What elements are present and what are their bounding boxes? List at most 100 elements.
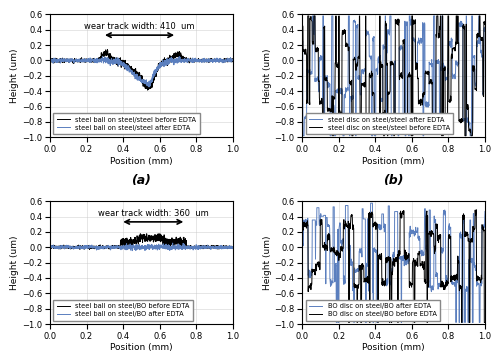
steel ball on steel/steel before EDTA [68, 59, 74, 63]
steel disc on steel/steel after EDTA [299, 40, 305, 44]
steel ball on steel/BO before EDTA [128, 240, 134, 244]
Legend: steel ball on steel/BO before EDTA, steel ball on steel/BO after EDTA: steel ball on steel/BO before EDTA, stee… [54, 300, 193, 321]
steel ball on steel/BO after EDTA [68, 244, 74, 249]
steel ball on steel/steel after EDTA [128, 71, 134, 75]
steel ball on steel/steel before EDTA [230, 57, 236, 61]
steel disc on steel/steel before EDTA [406, 72, 412, 76]
steel disc on steel/steel before EDTA [482, 19, 488, 23]
BO disc on steel/BO after EDTA [299, 247, 305, 251]
steel disc on steel/steel after EDTA [406, 134, 412, 138]
steel ball on steel/BO after EDTA [151, 245, 157, 249]
steel ball on steel/BO after EDTA [128, 246, 134, 250]
steel ball on steel/BO before EDTA [124, 242, 130, 247]
steel ball on steel/BO after EDTA [230, 244, 236, 249]
steel disc on steel/steel before EDTA [410, 22, 416, 26]
BO disc on steel/BO after EDTA [406, 257, 412, 261]
BO disc on steel/BO before EDTA [416, 251, 422, 256]
steel disc on steel/steel after EDTA [311, 32, 317, 37]
steel ball on steel/steel after EDTA [68, 59, 74, 63]
steel ball on steel/BO before EDTA [47, 246, 53, 250]
Line: steel ball on steel/steel after EDTA: steel ball on steel/steel after EDTA [50, 57, 233, 87]
steel ball on steel/BO before EDTA [68, 244, 74, 249]
BO disc on steel/BO before EDTA [406, 254, 411, 258]
BO disc on steel/BO before EDTA [310, 269, 316, 274]
steel ball on steel/BO before EDTA [156, 231, 162, 236]
steel ball on steel/steel after EDTA [47, 59, 53, 64]
steel ball on steel/steel before EDTA [128, 66, 134, 71]
steel disc on steel/steel before EDTA [310, 42, 316, 46]
Text: (a): (a) [132, 174, 152, 187]
BO disc on steel/BO before EDTA [482, 320, 488, 325]
steel ball on steel/BO after EDTA [132, 245, 138, 249]
steel ball on steel/steel after EDTA [152, 71, 158, 75]
BO disc on steel/BO before EDTA [299, 229, 305, 233]
Text: wear track width: 410  um: wear track width: 410 um [84, 22, 195, 31]
BO disc on steel/BO after EDTA [410, 231, 416, 236]
steel ball on steel/BO before EDTA [230, 245, 236, 249]
steel ball on steel/BO before EDTA [86, 247, 92, 252]
steel disc on steel/steel before EDTA [330, 134, 336, 138]
Legend: steel disc on steel/steel after EDTA, steel disc on steel/steel before EDTA: steel disc on steel/steel after EDTA, st… [306, 113, 453, 134]
BO disc on steel/BO after EDTA [310, 218, 316, 222]
steel disc on steel/steel after EDTA [300, 134, 306, 138]
steel ball on steel/steel after EDTA [132, 73, 138, 78]
steel disc on steel/steel before EDTA [299, 22, 305, 27]
steel ball on steel/steel before EDTA [132, 69, 138, 73]
steel ball on steel/steel before EDTA [152, 77, 158, 81]
X-axis label: Position (mm): Position (mm) [362, 157, 425, 166]
Text: wear track width: 360  um: wear track width: 360 um [98, 209, 208, 218]
steel ball on steel/BO after EDTA [129, 248, 135, 253]
steel ball on steel/BO before EDTA [61, 245, 67, 249]
Line: BO disc on steel/BO before EDTA: BO disc on steel/BO before EDTA [302, 210, 485, 323]
steel disc on steel/steel after EDTA [457, 23, 463, 28]
steel disc on steel/steel after EDTA [410, 36, 416, 41]
Line: steel disc on steel/steel after EDTA: steel disc on steel/steel after EDTA [302, 16, 485, 136]
steel disc on steel/steel before EDTA [416, 101, 422, 105]
Line: steel ball on steel/BO after EDTA: steel ball on steel/BO after EDTA [50, 243, 233, 251]
BO disc on steel/BO before EDTA [438, 285, 444, 289]
Legend: steel ball on steel/steel before EDTA, steel ball on steel/steel after EDTA: steel ball on steel/steel before EDTA, s… [54, 113, 200, 134]
BO disc on steel/BO before EDTA [474, 208, 480, 212]
steel disc on steel/steel before EDTA [438, 114, 444, 118]
steel disc on steel/steel before EDTA [457, 119, 463, 123]
steel ball on steel/BO after EDTA [47, 244, 53, 249]
steel disc on steel/steel after EDTA [438, 64, 444, 69]
Line: steel ball on steel/BO before EDTA: steel ball on steel/BO before EDTA [50, 234, 233, 249]
Text: (b): (b) [384, 174, 404, 187]
Y-axis label: Height (um): Height (um) [10, 49, 20, 103]
BO disc on steel/BO before EDTA [457, 283, 463, 287]
steel ball on steel/steel before EDTA [124, 64, 130, 68]
BO disc on steel/BO after EDTA [416, 237, 422, 241]
BO disc on steel/BO after EDTA [368, 201, 374, 205]
Y-axis label: Height (um): Height (um) [10, 235, 20, 290]
BO disc on steel/BO before EDTA [346, 320, 352, 325]
steel ball on steel/steel after EDTA [61, 56, 67, 60]
steel ball on steel/BO before EDTA [151, 238, 157, 242]
Legend: BO disc on steel/BO after EDTA, BO disc on steel/BO before EDTA: BO disc on steel/BO after EDTA, BO disc … [306, 300, 440, 321]
X-axis label: Position (mm): Position (mm) [110, 343, 172, 352]
Y-axis label: Height (um): Height (um) [262, 235, 272, 290]
BO disc on steel/BO after EDTA [438, 245, 444, 249]
X-axis label: Position (mm): Position (mm) [362, 343, 425, 352]
Line: BO disc on steel/BO after EDTA: BO disc on steel/BO after EDTA [302, 203, 485, 323]
BO disc on steel/BO after EDTA [482, 209, 488, 213]
steel ball on steel/steel before EDTA [61, 59, 67, 64]
steel ball on steel/steel after EDTA [230, 58, 236, 62]
steel ball on steel/BO before EDTA [132, 236, 138, 240]
Line: steel disc on steel/steel before EDTA: steel disc on steel/steel before EDTA [302, 16, 485, 136]
steel ball on steel/BO after EDTA [124, 245, 130, 249]
steel ball on steel/steel before EDTA [104, 48, 110, 52]
steel ball on steel/steel after EDTA [146, 85, 152, 89]
steel ball on steel/steel after EDTA [124, 67, 130, 71]
steel disc on steel/steel before EDTA [304, 14, 310, 18]
Line: steel ball on steel/steel before EDTA: steel ball on steel/steel before EDTA [50, 50, 233, 90]
steel disc on steel/steel after EDTA [416, 41, 422, 45]
X-axis label: Position (mm): Position (mm) [110, 157, 172, 166]
steel ball on steel/BO after EDTA [61, 245, 67, 249]
steel disc on steel/steel after EDTA [482, 25, 488, 30]
steel ball on steel/BO after EDTA [170, 241, 175, 245]
steel ball on steel/steel before EDTA [47, 59, 53, 64]
BO disc on steel/BO before EDTA [410, 258, 416, 263]
steel ball on steel/steel before EDTA [145, 88, 151, 92]
BO disc on steel/BO after EDTA [334, 320, 340, 325]
